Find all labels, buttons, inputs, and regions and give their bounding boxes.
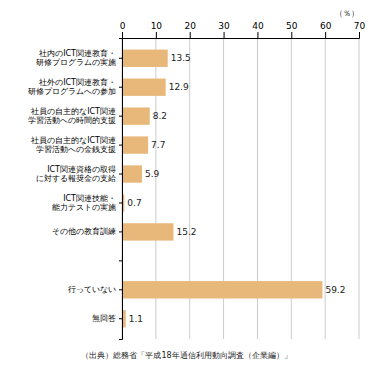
tick-mark bbox=[359, 32, 360, 38]
data-label: 12.9 bbox=[169, 82, 189, 92]
x-axis: 0 10 20 30 40 50 60 70 bbox=[120, 21, 366, 39]
tick-label-line: 能力テストの実施 bbox=[52, 203, 116, 212]
tick-mark bbox=[119, 116, 122, 117]
tick-mark bbox=[224, 32, 225, 38]
data-label: 13.5 bbox=[171, 53, 191, 63]
tick: 社員の自主的なICT関連学習活動への金銭支援 bbox=[31, 136, 122, 154]
tick: その他の教育訓練 bbox=[52, 227, 122, 236]
source: （出典）総務省「平成18年通信利用動向調査（企業編）」 bbox=[81, 351, 291, 360]
tick-label: 行っていない bbox=[68, 285, 116, 294]
tick-label: 無回答 bbox=[92, 314, 116, 323]
axis-label: （％） bbox=[335, 9, 359, 18]
tick-mark bbox=[119, 289, 122, 290]
tick-label: 0 bbox=[120, 21, 126, 31]
data-label: 59.2 bbox=[325, 285, 345, 295]
tick-label: ICT関連技能・能力テストの実施 bbox=[52, 194, 116, 212]
tick: ICT関連資格の取得に対する報奨金の支給 bbox=[36, 165, 122, 183]
data-label: 8.2 bbox=[153, 111, 167, 121]
data-label: 15.2 bbox=[176, 227, 196, 237]
tick: 社外のICT関連教育・研修プログラムへの参加 bbox=[28, 78, 122, 96]
tick-label-line: ICT関連資格の取得 bbox=[47, 165, 116, 174]
tick-label: 10 bbox=[151, 21, 163, 31]
tick: 社員の自主的なICT関連学習活動への時間的支援 bbox=[28, 107, 122, 125]
tick-label: ICT関連資格の取得に対する報奨金の支給 bbox=[36, 165, 116, 183]
tick-label-line: 研修プログラムの実施 bbox=[36, 58, 116, 67]
tick-label: 50 bbox=[286, 21, 298, 31]
bar bbox=[122, 50, 168, 67]
tick-mark bbox=[325, 32, 326, 38]
data-label: 0.7 bbox=[127, 198, 141, 208]
tick-mark bbox=[156, 32, 157, 38]
plot: 13.5 12.9 8.2 7.7 5.9 0.7 15.2 59.2 1.1 0 10 20 30 40… bbox=[28, 21, 365, 340]
tick-label: 20 bbox=[184, 21, 196, 31]
y-axis: 社内のICT関連教育・研修プログラムの実施社外のICT関連教育・研修プログラムへ… bbox=[28, 39, 123, 340]
tick-mark bbox=[119, 202, 122, 203]
tick-label: 70 bbox=[354, 21, 366, 31]
tick: 40 bbox=[252, 21, 264, 38]
tick-mark bbox=[119, 174, 122, 175]
tick-label: 社外のICT関連教育・研修プログラムへの参加 bbox=[28, 78, 116, 96]
tick-label-line: 社員の自主的なICT関連 bbox=[31, 136, 116, 145]
tick-mark bbox=[257, 32, 258, 38]
bar bbox=[122, 165, 142, 182]
tick-label-line: 社外のICT関連教育・ bbox=[39, 78, 116, 87]
chart: 13.5 12.9 8.2 7.7 5.9 0.7 15.2 59.2 1.1 0 10 20 30 40… bbox=[0, 0, 373, 365]
bar bbox=[122, 79, 166, 96]
data-labels: 13.5 12.9 8.2 7.7 5.9 0.7 15.2 59.2 1.1 bbox=[127, 53, 345, 323]
tick: 無回答 bbox=[92, 314, 122, 323]
tick-label: 社内のICT関連教育・研修プログラムの実施 bbox=[36, 49, 116, 67]
grid-line bbox=[359, 38, 360, 339]
tick-mark bbox=[119, 318, 122, 319]
tick: 10 bbox=[151, 21, 163, 38]
bar bbox=[122, 136, 148, 153]
tick-label-line: 無回答 bbox=[92, 314, 116, 323]
axis-line bbox=[119, 39, 123, 340]
bar bbox=[122, 223, 173, 240]
tick: 20 bbox=[184, 21, 196, 38]
tick-label-line: 社内のICT関連教育・ bbox=[39, 49, 116, 58]
tick: 社内のICT関連教育・研修プログラムの実施 bbox=[36, 49, 122, 67]
tick: 0 bbox=[120, 21, 126, 38]
tick-label: その他の教育訓練 bbox=[52, 227, 116, 236]
tick-mark bbox=[119, 145, 122, 146]
tick-label: 30 bbox=[218, 21, 230, 31]
tick: 70 bbox=[354, 21, 366, 38]
tick-mark bbox=[119, 58, 122, 59]
tick-label: 40 bbox=[252, 21, 264, 31]
axis-line bbox=[123, 32, 360, 39]
tick-label-line: 学習活動への金銭支援 bbox=[36, 145, 116, 154]
tick: 50 bbox=[286, 21, 298, 38]
tick: ICT関連技能・能力テストの実施 bbox=[52, 194, 122, 212]
data-label: 7.7 bbox=[151, 140, 165, 150]
tick-label-line: 行っていない bbox=[68, 285, 116, 294]
tick-label: 社員の自主的なICT関連学習活動への時間的支援 bbox=[28, 107, 116, 125]
bar bbox=[122, 107, 150, 124]
tick: 30 bbox=[218, 21, 230, 38]
data-label: 1.1 bbox=[129, 314, 143, 324]
grid bbox=[122, 38, 359, 339]
bar bbox=[122, 281, 322, 298]
tick-label-line: ICT関連技能・ bbox=[63, 194, 116, 203]
tick: 行っていない bbox=[68, 285, 122, 294]
tick-label-line: に対する報奨金の支給 bbox=[36, 174, 116, 183]
tick-mark bbox=[119, 87, 122, 88]
tick-label-line: 社員の自主的なICT関連 bbox=[31, 107, 116, 116]
tick: 60 bbox=[320, 21, 332, 38]
tick-mark bbox=[119, 260, 122, 261]
tick-mark bbox=[122, 32, 123, 38]
tick-label-line: その他の教育訓練 bbox=[52, 227, 116, 236]
tick-mark bbox=[119, 231, 122, 232]
tick-label: 社員の自主的なICT関連学習活動への金銭支援 bbox=[31, 136, 116, 154]
tick-label-line: 研修プログラムへの参加 bbox=[28, 87, 116, 96]
bars bbox=[122, 50, 322, 328]
tick bbox=[119, 260, 122, 261]
tick-label: 60 bbox=[320, 21, 332, 31]
data-label: 5.9 bbox=[145, 169, 160, 179]
tick-mark bbox=[190, 32, 191, 38]
tick-label-line: 学習活動への時間的支援 bbox=[28, 116, 116, 125]
tick-mark bbox=[291, 32, 292, 38]
